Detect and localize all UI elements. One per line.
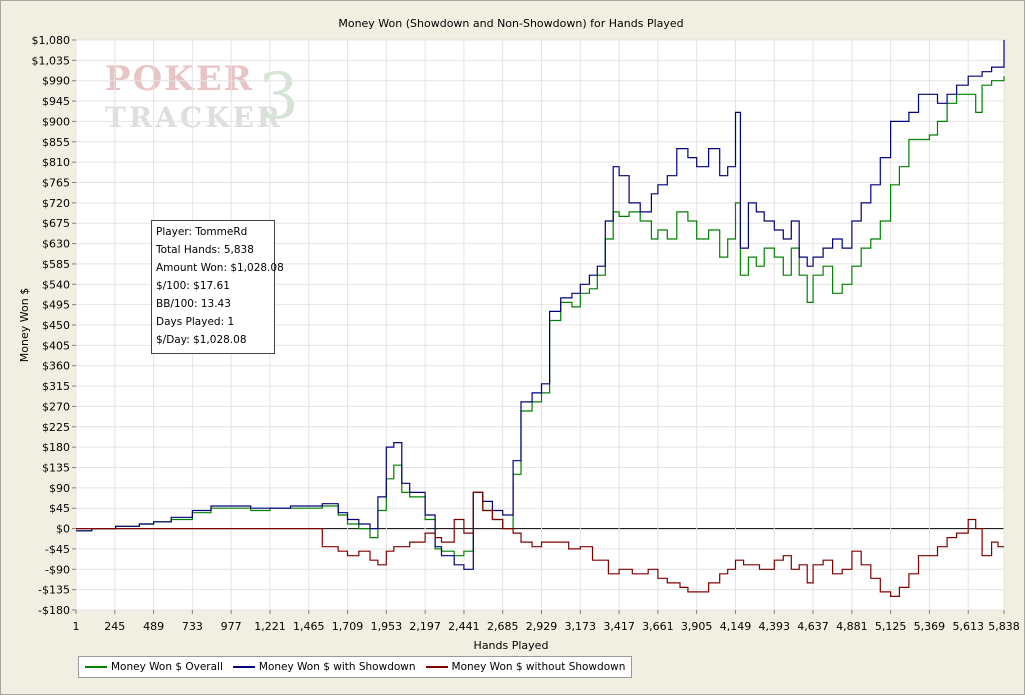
y-tick-label: $1,080 bbox=[32, 34, 71, 47]
stat-per-day: $/Day: $1,028.08 bbox=[156, 334, 247, 346]
y-tick-label: $675 bbox=[42, 217, 70, 230]
x-tick-label: 1 bbox=[73, 620, 80, 633]
y-tick-label: $405 bbox=[42, 339, 70, 352]
stat-player: Player: TommeRd bbox=[156, 226, 248, 238]
x-tick-label: 489 bbox=[143, 620, 164, 633]
legend-item-non-showdown: Money Won $ without Showdown bbox=[425, 661, 626, 673]
y-tick-label: $270 bbox=[42, 400, 70, 413]
y-axis-label: Money Won $ bbox=[18, 288, 31, 362]
x-tick-label: 2,685 bbox=[487, 620, 519, 633]
x-tick-label: 4,881 bbox=[836, 620, 868, 633]
x-tick-label: 1,953 bbox=[371, 620, 403, 633]
watermark-number: 3 bbox=[258, 60, 299, 134]
watermark-line1: POKER bbox=[105, 59, 254, 99]
x-tick-label: 4,149 bbox=[720, 620, 752, 633]
chart-legend: Money Won $ Overall Money Won $ with Sho… bbox=[78, 656, 633, 678]
x-tick-label: 1,221 bbox=[254, 620, 286, 633]
legend-label-overall: Money Won $ Overall bbox=[111, 661, 223, 673]
y-tick-label: $90 bbox=[49, 482, 70, 495]
y-tick-label: $450 bbox=[42, 319, 70, 332]
y-tick-label: $900 bbox=[42, 115, 70, 128]
y-tick-label: $990 bbox=[42, 75, 70, 88]
y-tick-label: $720 bbox=[42, 197, 70, 210]
x-tick-label: 5,125 bbox=[875, 620, 907, 633]
legend-swatch-non-showdown bbox=[425, 666, 448, 668]
y-tick-label: $1,035 bbox=[32, 54, 71, 67]
player-stats-box: Player: TommeRd Total Hands: 5,838 Amoun… bbox=[151, 220, 284, 354]
stat-amount-won: Amount Won: $1,028.08 bbox=[156, 262, 284, 274]
x-tick-label: 2,929 bbox=[526, 620, 558, 633]
y-tick-label: -$90 bbox=[45, 563, 70, 576]
x-tick-label: 1,709 bbox=[332, 620, 364, 633]
series-lines bbox=[76, 40, 1005, 597]
y-tick-label: $0 bbox=[56, 523, 70, 536]
legend-swatch-overall bbox=[85, 666, 107, 668]
y-tick-label: $315 bbox=[42, 380, 70, 393]
x-tick-label: 1,465 bbox=[293, 620, 325, 633]
stat-bb-100: BB/100: 13.43 bbox=[156, 298, 231, 310]
series-line-without-showdown bbox=[76, 491, 1004, 597]
y-tick-label: $225 bbox=[42, 421, 70, 434]
x-tick-label: 3,661 bbox=[642, 620, 674, 633]
legend-label-showdown: Money Won $ with Showdown bbox=[258, 661, 416, 673]
x-tick-label: 5,613 bbox=[952, 620, 984, 633]
x-tick-label: 3,417 bbox=[603, 620, 635, 633]
y-tick-label: $855 bbox=[42, 136, 70, 149]
y-tick-label: $45 bbox=[49, 502, 70, 515]
legend-item-overall: Money Won $ Overall bbox=[85, 661, 223, 673]
x-tick-label: 2,441 bbox=[448, 620, 480, 633]
watermark-line2: TRACKER bbox=[105, 101, 283, 134]
y-tick-label: $765 bbox=[42, 177, 70, 190]
stat-per-100: $/100: $17.61 bbox=[156, 280, 230, 292]
x-tick-label: 5,369 bbox=[914, 620, 946, 633]
series-line-with-showdown bbox=[76, 40, 1005, 570]
x-tick-label: 4,393 bbox=[759, 620, 791, 633]
y-tick-label: $540 bbox=[42, 278, 70, 291]
x-tick-label: 3,905 bbox=[681, 620, 713, 633]
x-tick-label: 3,173 bbox=[565, 620, 597, 633]
legend-label-non-showdown: Money Won $ without Showdown bbox=[451, 661, 626, 673]
y-tick-label: -$180 bbox=[38, 604, 70, 617]
legend-item-showdown: Money Won $ with Showdown bbox=[232, 661, 416, 673]
y-tick-label: $585 bbox=[42, 258, 70, 271]
stat-total-hands: Total Hands: 5,838 bbox=[156, 244, 254, 256]
axes: -$180 -$135 -$90 -$45 $0 $45 $90 $135 $180 $225 $2… bbox=[32, 34, 1020, 633]
x-tick-label: 5,838 bbox=[988, 620, 1020, 633]
y-tick-label: $135 bbox=[42, 462, 70, 475]
y-tick-label: $180 bbox=[42, 441, 70, 454]
x-tick-label: 977 bbox=[221, 620, 242, 633]
x-tick-label: 245 bbox=[104, 620, 125, 633]
legend-swatch-showdown bbox=[232, 666, 255, 668]
x-tick-label: 2,197 bbox=[409, 620, 441, 633]
y-tick-label: $945 bbox=[42, 95, 70, 108]
y-tick-label: $810 bbox=[42, 156, 70, 169]
x-tick-label: 4,637 bbox=[797, 620, 829, 633]
y-tick-label: $495 bbox=[42, 299, 70, 312]
y-tick-label: $630 bbox=[42, 238, 70, 251]
y-tick-label: $360 bbox=[42, 360, 70, 373]
y-tick-label: -$135 bbox=[38, 584, 70, 597]
y-tick-label: -$45 bbox=[45, 543, 70, 556]
chart-title: Money Won (Showdown and Non-Showdown) fo… bbox=[338, 17, 683, 30]
x-tick-label: 733 bbox=[182, 620, 203, 633]
stat-days-played: Days Played: 1 bbox=[156, 316, 235, 328]
x-axis-label: Hands Played bbox=[474, 639, 549, 652]
